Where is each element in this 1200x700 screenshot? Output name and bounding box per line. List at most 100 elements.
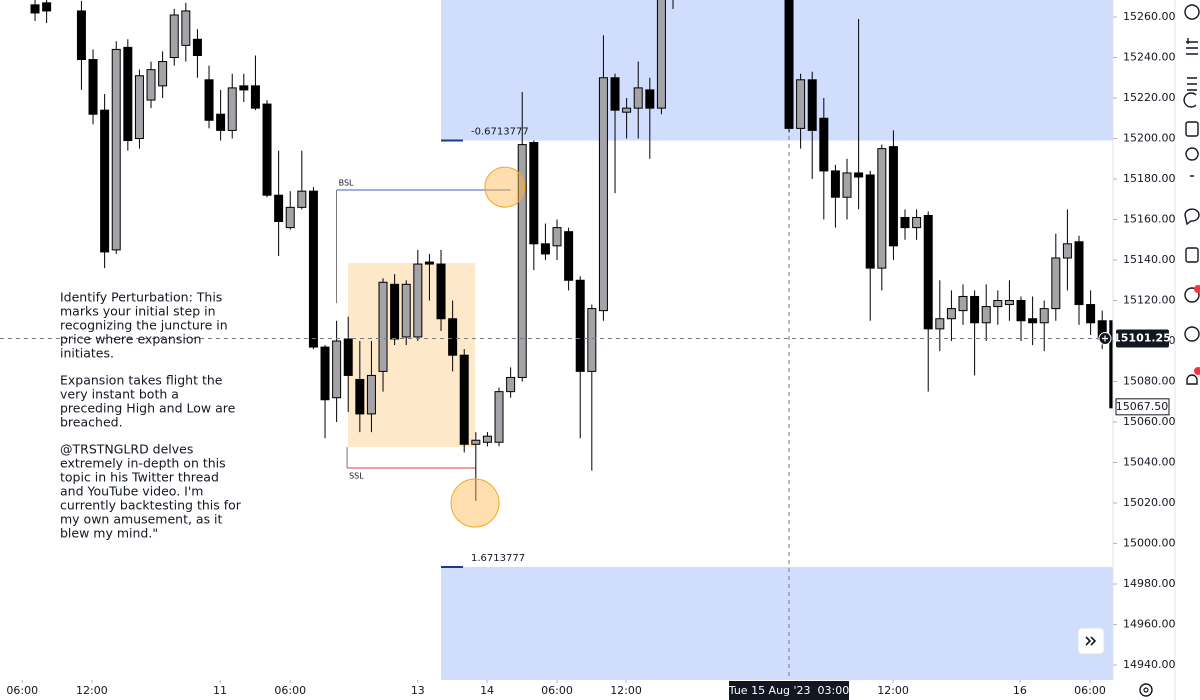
last-price-bg <box>1115 398 1170 416</box>
candle-body <box>482 435 492 443</box>
note-line: blew my mind." <box>60 526 158 541</box>
candle-body <box>1028 318 1038 324</box>
candle-body <box>1016 300 1026 322</box>
note-line: Identify Perturbation: This <box>60 290 222 305</box>
candle-body <box>1109 320 1113 409</box>
candle-body <box>355 378 365 415</box>
candle-body <box>540 243 550 255</box>
x-tick-label: 06:00 <box>274 684 306 697</box>
y-tick-label: 15060.00 <box>1123 415 1176 428</box>
y-tick-label: 15220.00 <box>1123 91 1176 104</box>
candle-body <box>366 374 376 415</box>
x-tick-label: 06:00 <box>1074 684 1106 697</box>
candle-body <box>274 194 284 223</box>
x-tick-label: 12:00 <box>610 684 642 697</box>
toolbar-icon[interactable] <box>1183 92 1197 108</box>
toolbar-icon[interactable] <box>1186 38 1198 55</box>
candle-body <box>239 85 249 91</box>
candle-body <box>819 117 829 172</box>
y-tick-label: 15160.00 <box>1123 213 1176 226</box>
candle-body <box>308 190 318 348</box>
candle-body <box>564 231 574 281</box>
highlight-circle <box>450 478 500 528</box>
settings-icon[interactable] <box>1139 683 1153 697</box>
fib-zone <box>441 0 1113 141</box>
candle-body <box>645 89 655 109</box>
crosshair-y-label-bg <box>1116 329 1169 348</box>
toolbar-icon[interactable] <box>1187 77 1197 91</box>
candle-body <box>320 346 330 401</box>
candle-body <box>656 0 666 109</box>
candle-body <box>262 103 272 196</box>
toolbar-icon[interactable] <box>1185 121 1199 137</box>
x-tick-label: 16 <box>1013 684 1027 697</box>
candle-body <box>494 391 504 443</box>
candle-body <box>250 85 260 109</box>
note-line: marks your initial step in <box>60 304 216 319</box>
candle-body <box>424 261 434 265</box>
settings-gear-center[interactable] <box>1143 687 1149 693</box>
candle-body <box>865 174 875 269</box>
note-line: price where expansion <box>60 332 201 347</box>
candle-body <box>390 283 400 340</box>
candle-body <box>30 4 40 14</box>
crosshair-x-label-bg <box>729 681 850 700</box>
crosshair-y-label: 15101.25 <box>1113 331 1171 344</box>
candle-body <box>981 306 991 324</box>
y-tick-label: 14980.00 <box>1123 577 1176 590</box>
scroll-button[interactable] <box>1077 627 1105 655</box>
y-tick-label: 15140.00 <box>1123 253 1176 266</box>
candle-body <box>111 48 121 251</box>
candle-body <box>332 340 342 399</box>
toolbar-icon[interactable] <box>1185 147 1199 177</box>
candle-body <box>436 263 446 320</box>
candle-body <box>877 148 887 269</box>
candle-body <box>413 263 423 338</box>
candle-body <box>552 227 562 247</box>
fib-level-label: 1.6713777 <box>471 553 525 564</box>
candle-body <box>100 109 110 253</box>
candle-body <box>76 10 86 61</box>
candle-body <box>88 59 98 115</box>
note-line: recognizing the juncture in <box>60 318 228 333</box>
toolbar-icon[interactable] <box>1184 287 1200 303</box>
candle-body <box>993 300 1003 308</box>
candle-body <box>181 10 191 46</box>
candle-body <box>1004 300 1014 306</box>
note-line: @TRSTNGLRD delves <box>60 442 193 457</box>
last-price-label: 15067.50 <box>1116 400 1169 413</box>
toolbar-icon[interactable] <box>1184 326 1200 342</box>
toolbar-icon[interactable] <box>1184 208 1200 226</box>
candle-body <box>42 2 52 12</box>
y-tick-label: 15180.00 <box>1123 172 1176 185</box>
settings-gear[interactable] <box>1139 683 1153 697</box>
candle-body <box>506 376 516 393</box>
candle-body <box>134 75 144 140</box>
note-line: very instant both a <box>60 387 179 402</box>
candle-body <box>633 87 643 109</box>
x-tick-label: 06:00 <box>541 684 573 697</box>
toolbar-icon[interactable] <box>1184 4 1200 20</box>
candle-body <box>923 214 933 330</box>
candle-body <box>1086 304 1096 324</box>
candle-body <box>598 77 608 312</box>
y-tick-label: 14960.00 <box>1123 618 1176 631</box>
candle-body <box>448 318 458 356</box>
candle-body <box>830 170 840 198</box>
note-line: currently backtesting this for <box>60 498 242 513</box>
candle-body <box>970 295 980 324</box>
candle-body <box>192 38 202 56</box>
toolbar-icon[interactable] <box>1186 374 1198 385</box>
note-line: preceding High and Low are <box>60 401 236 416</box>
candle-body <box>158 61 168 87</box>
candle-body <box>471 439 481 445</box>
note-line: my own amusement, as it <box>60 512 223 527</box>
y-tick-label: 14940.00 <box>1123 658 1176 671</box>
candle-body <box>1062 243 1072 259</box>
scroll-button-icon[interactable] <box>1085 636 1097 646</box>
add-alert-icon <box>1102 335 1108 342</box>
toolbar-icon[interactable] <box>1185 247 1199 263</box>
candle-body <box>622 107 632 113</box>
candle-body <box>935 318 945 330</box>
